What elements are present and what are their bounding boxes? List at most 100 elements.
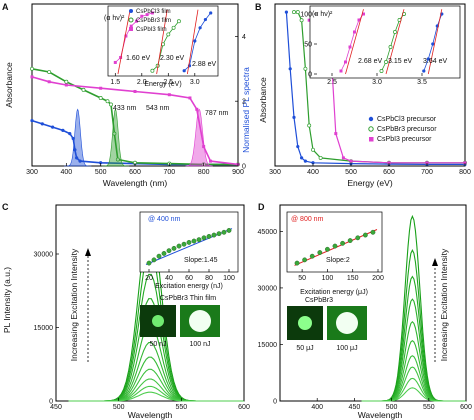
series-point-CsPbI3 xyxy=(133,89,137,93)
inset-c-x-ticks: 20 40 60 80 100 xyxy=(145,269,235,282)
annotation-433: 433 nm xyxy=(113,105,137,112)
pl-curve xyxy=(68,391,244,402)
inset-b-point xyxy=(431,42,435,46)
series-point-CsPbI3 xyxy=(64,83,68,87)
inset-d-slope: Slope:2 xyxy=(326,257,350,264)
pl-curve xyxy=(361,339,466,402)
series-point-CsPbI3 xyxy=(47,80,51,84)
photo-d-label-1: 50 μJ xyxy=(296,345,313,352)
inset-b-point xyxy=(388,45,393,49)
series-point-CsPbBr3 xyxy=(105,99,110,104)
panel-a-y-label: Absorbance xyxy=(4,62,14,108)
panel-c-y-tick-label: 15000 xyxy=(34,325,54,332)
inset-b-point xyxy=(426,57,430,61)
inset-c-point xyxy=(156,253,162,259)
inset-d-point xyxy=(340,240,345,246)
series-point-CsPbI3 precursor xyxy=(387,161,391,165)
inset-b-fit-line xyxy=(427,9,443,75)
series-point-CsPbBr3 xyxy=(98,96,103,100)
inset-a-point-CsPbI3 film xyxy=(119,56,123,59)
series-point-CsPbCl3 xyxy=(99,161,103,165)
pl-curve xyxy=(68,356,244,402)
series-point-CsPbBr3 precursor xyxy=(292,10,296,15)
inset-d-point xyxy=(317,250,323,255)
panel-a-y2-label: Normalised PL spectra xyxy=(241,67,251,153)
inset-b-label-2: 3.15 eV xyxy=(388,58,412,65)
series-point-CsPbCl3 precursor xyxy=(296,144,300,149)
panel-c-x-ticks: 450 500 550 600 xyxy=(50,398,250,411)
inset-c-x-label: Excitation energy (nJ) xyxy=(155,283,223,290)
series-point-CsPbI3 xyxy=(30,75,34,79)
pl-curve xyxy=(361,366,466,402)
annotation-787: 787 nm xyxy=(205,110,229,117)
inset-a-legend-marker-1 xyxy=(129,9,133,13)
pl-curve xyxy=(68,378,244,402)
inset-b-x-tick-label: 3.5 xyxy=(417,79,427,86)
inset-a-fit-line xyxy=(117,9,131,75)
pl-curve xyxy=(361,275,466,402)
series-point-CsPbCl3 precursor xyxy=(292,115,296,119)
series-point-CsPbI3 xyxy=(167,93,171,97)
inset-d-point xyxy=(309,253,315,259)
pl-curve xyxy=(68,342,244,402)
series-point-CsPbBr3 xyxy=(30,66,34,71)
inset-a-x-tick-label: 3.0 xyxy=(190,79,200,86)
panel-d-arrowhead xyxy=(432,258,438,266)
panel-d-x-tick-label: 450 xyxy=(349,404,361,411)
inset-d-x-tick-label: 100 xyxy=(322,275,334,282)
series-point-CsPbBr3 xyxy=(109,102,113,107)
inset-c-slope: Slope:1.45 xyxy=(184,257,218,264)
panel-b-x-tick-label: 300 xyxy=(269,169,281,176)
pl-curve xyxy=(361,387,466,402)
series-point-CsPbI3 precursor xyxy=(334,132,338,136)
inset-a-point-CsPbBr3 film xyxy=(171,25,176,30)
inset-c-point xyxy=(146,260,152,266)
inset-b-point xyxy=(393,30,397,34)
inset-a-x-tick-label: 1.5 xyxy=(110,79,120,86)
inset-a-legend-marker-3 xyxy=(129,27,133,31)
inset-c-x-tick-label: 20 xyxy=(145,275,153,282)
inset-d-point xyxy=(294,260,300,266)
series-point-CsPbCl3 xyxy=(40,122,44,126)
panel-a-y2-tick-label: 0 xyxy=(242,164,246,171)
inset-a-point-CsPbCl3 film xyxy=(209,11,213,15)
inset-c-x-tick-label: 60 xyxy=(185,275,193,282)
panel-b-frame xyxy=(274,3,466,167)
inset-c-point xyxy=(176,243,182,249)
panel-d-x-tick-label: 600 xyxy=(460,404,472,411)
legend-b-marker-2 xyxy=(368,126,374,132)
inset-c-point xyxy=(191,238,197,244)
inset-c-point xyxy=(226,228,232,233)
inset-a-point-CsPbI3 film xyxy=(129,24,133,28)
photo-d-label-2: 100 μJ xyxy=(336,345,357,352)
inset-d-plot xyxy=(294,229,378,266)
panel-c: 450 500 550 600 0 15000 30000 Wavelength PL I… xyxy=(2,204,250,420)
legend-b-label-2: CsPbBr3 precursor xyxy=(377,126,437,133)
panel-b-x-tick-label: 600 xyxy=(383,169,395,176)
panel-d-x-tick-label: 500 xyxy=(386,404,398,411)
series-point-CsPbCl3 precursor xyxy=(311,161,315,165)
panel-a-x-label: Wavelength (nm) xyxy=(103,178,168,188)
inset-c-point xyxy=(221,229,227,235)
series-point-CsPbBr3 precursor xyxy=(303,66,308,71)
series-point-CsPbCl3 xyxy=(73,148,77,152)
photo-c-label-2: 100 nJ xyxy=(189,341,210,348)
panel-b-x-tick-label: 500 xyxy=(345,169,357,176)
inset-a-label-1: 1.60 eV xyxy=(126,55,150,62)
inset-a-point-CsPbCl3 film xyxy=(203,17,207,22)
inset-a-point-CsPbI3 film xyxy=(140,14,144,18)
series-point-CsPbCl3 precursor xyxy=(284,10,288,14)
photo-d-1-spot xyxy=(298,316,312,330)
series-point-CsPbBr3 precursor xyxy=(299,18,304,23)
panel-d-x-label: Wavelength xyxy=(358,410,403,420)
series-point-CsPbI3 precursor xyxy=(425,161,429,165)
inset-a-x-tick-label: 2.5 xyxy=(163,79,173,86)
photo-d-2-spot xyxy=(336,312,358,334)
legend-b-marker-3 xyxy=(369,137,374,142)
inset-b-point xyxy=(379,69,384,73)
inset-a-legend-3: CsPbI3 film xyxy=(136,27,167,33)
series-point-CsPbI3 precursor xyxy=(463,161,467,165)
pl-peak-433 xyxy=(63,108,92,167)
inset-a-legend-1: CsPbCl3 film xyxy=(136,9,171,15)
series-point-CsPbI3 xyxy=(99,86,103,90)
